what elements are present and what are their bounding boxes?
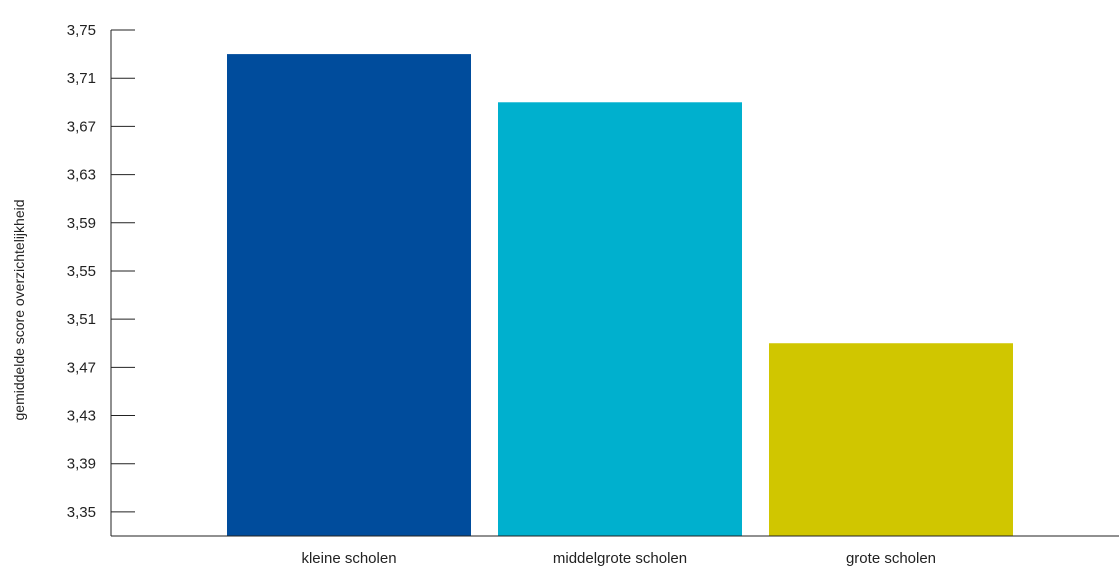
y-tick-label: 3,35 xyxy=(67,504,96,521)
x-tick-label: kleine scholen xyxy=(301,550,396,567)
bars xyxy=(227,54,1013,537)
y-tick-label: 3,39 xyxy=(67,456,96,473)
y-axis: 3,35 3,39 3,43 3,47 3,51 3,55 3,59 3,63 3,67 3,71… xyxy=(67,22,135,536)
y-tick-label: 3,59 xyxy=(67,215,96,232)
y-tick-label: 3,55 xyxy=(67,263,96,280)
y-tick-label: 3,67 xyxy=(67,118,96,135)
bar-grote-scholen xyxy=(769,343,1013,536)
y-axis-label: gemiddelde score overzichtelijkheid xyxy=(11,199,27,420)
bar-middelgrote-scholen xyxy=(498,102,742,537)
x-tick-label: grote scholen xyxy=(846,550,936,567)
y-tick-label: 3,71 xyxy=(67,70,96,87)
y-tick-label: 3,47 xyxy=(67,359,96,376)
y-tick-label: 3,63 xyxy=(67,167,96,184)
y-tick-label: 3,43 xyxy=(67,408,96,425)
x-axis: kleine scholen middelgrote scholen grote s… xyxy=(111,535,1119,567)
y-tick-label: 3,75 xyxy=(67,22,96,39)
y-tick-label: 3,51 xyxy=(67,311,96,328)
bar-kleine-scholen xyxy=(227,54,471,536)
x-tick-label: middelgrote scholen xyxy=(553,550,687,567)
